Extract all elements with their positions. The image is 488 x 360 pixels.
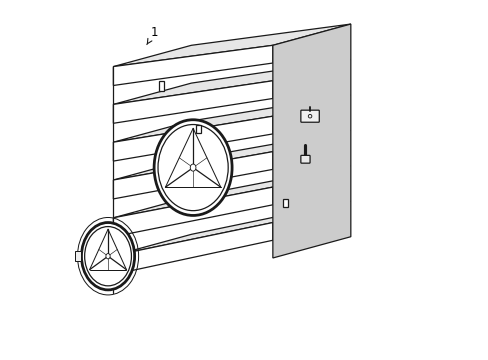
Polygon shape xyxy=(272,24,350,258)
Bar xyxy=(283,199,287,207)
Text: 2: 2 xyxy=(310,148,329,161)
Polygon shape xyxy=(113,166,350,218)
Polygon shape xyxy=(113,24,350,67)
Ellipse shape xyxy=(106,253,110,259)
Polygon shape xyxy=(113,187,272,237)
FancyBboxPatch shape xyxy=(300,110,319,122)
Polygon shape xyxy=(113,130,350,180)
Bar xyxy=(196,125,200,132)
Polygon shape xyxy=(113,95,350,142)
Polygon shape xyxy=(113,152,272,199)
Ellipse shape xyxy=(81,222,134,290)
Text: 1: 1 xyxy=(146,26,158,45)
Polygon shape xyxy=(113,222,272,275)
Polygon shape xyxy=(113,81,272,123)
Polygon shape xyxy=(113,116,272,161)
Polygon shape xyxy=(113,201,350,256)
FancyBboxPatch shape xyxy=(300,156,309,163)
Bar xyxy=(75,251,81,261)
Polygon shape xyxy=(113,59,350,104)
Ellipse shape xyxy=(154,120,232,215)
Bar xyxy=(159,81,163,91)
Text: 3: 3 xyxy=(306,82,313,101)
Polygon shape xyxy=(113,45,272,85)
Ellipse shape xyxy=(190,164,196,171)
Text: 4: 4 xyxy=(77,250,87,263)
